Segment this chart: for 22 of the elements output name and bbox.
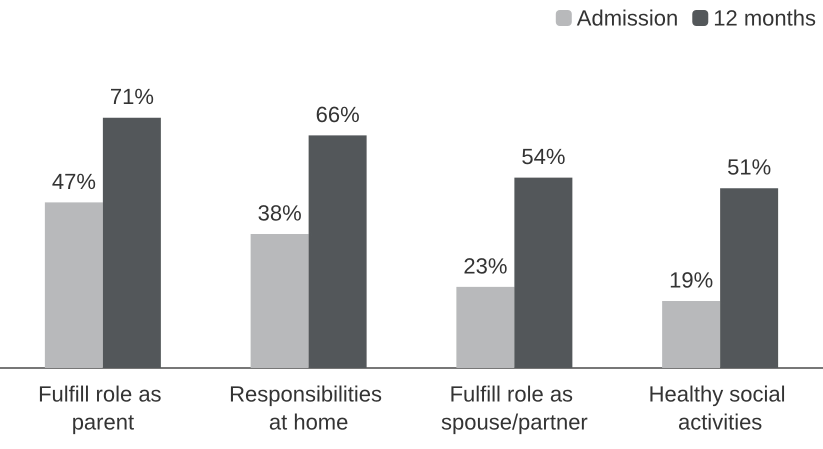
legend-label: 12 months bbox=[713, 6, 816, 30]
bar bbox=[662, 301, 720, 368]
bar bbox=[44, 202, 103, 368]
bar bbox=[250, 234, 309, 368]
bar bbox=[720, 188, 778, 368]
bar bbox=[456, 286, 514, 368]
data-label: 66% bbox=[316, 102, 360, 127]
x-tick-label: Fulfill role as parent bbox=[38, 382, 168, 434]
data-label: 54% bbox=[521, 144, 566, 170]
data-label: 38% bbox=[258, 200, 302, 226]
data-label: 51% bbox=[727, 154, 772, 180]
bar bbox=[308, 135, 367, 368]
data-label: 23% bbox=[463, 253, 508, 278]
x-tick-label: Fulfill role as spouse/partner bbox=[440, 382, 588, 434]
bar bbox=[102, 118, 161, 368]
data-label: 71% bbox=[110, 84, 154, 110]
bar bbox=[514, 178, 572, 368]
legend-label: Admission bbox=[576, 6, 678, 30]
data-label: 19% bbox=[669, 268, 714, 293]
x-tick-label: Healthy social activities bbox=[648, 382, 792, 434]
x-tick-label: Responsibilities at home bbox=[229, 382, 388, 434]
data-label: 47% bbox=[52, 168, 96, 194]
